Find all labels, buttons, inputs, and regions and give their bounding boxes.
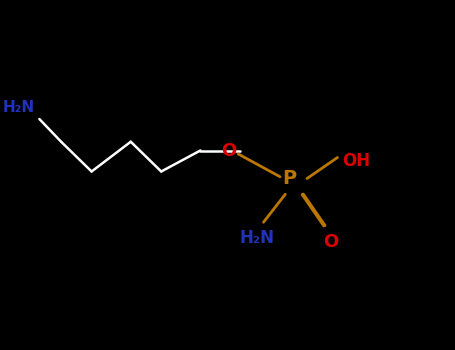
Text: H₂N: H₂N xyxy=(3,100,35,116)
Text: O: O xyxy=(324,233,339,251)
Text: O: O xyxy=(221,141,236,160)
Text: H₂N: H₂N xyxy=(239,229,274,247)
Text: P: P xyxy=(283,169,297,188)
Text: OH: OH xyxy=(342,152,370,170)
